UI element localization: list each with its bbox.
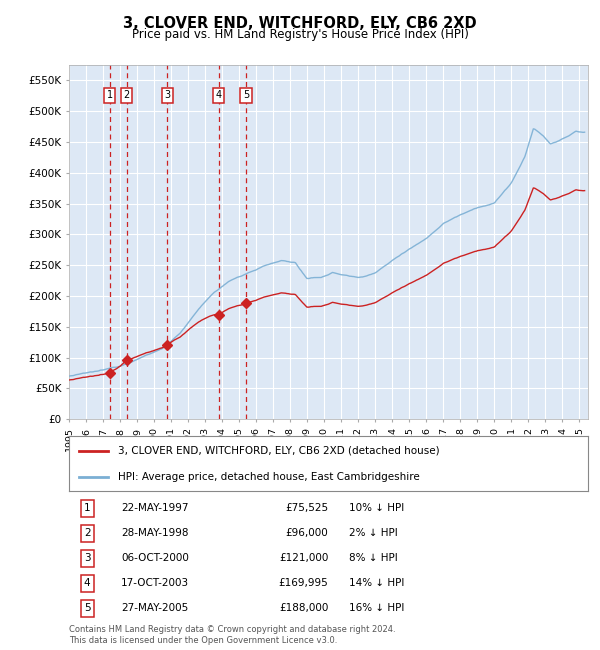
Text: 16% ↓ HPI: 16% ↓ HPI xyxy=(349,603,404,613)
Text: 4: 4 xyxy=(215,90,221,100)
Text: £96,000: £96,000 xyxy=(286,528,329,538)
Text: 2% ↓ HPI: 2% ↓ HPI xyxy=(349,528,398,538)
Text: 5: 5 xyxy=(243,90,249,100)
Text: 3: 3 xyxy=(164,90,170,100)
Text: 17-OCT-2003: 17-OCT-2003 xyxy=(121,578,189,588)
Text: 28-MAY-1998: 28-MAY-1998 xyxy=(121,528,188,538)
Text: 5: 5 xyxy=(84,603,91,613)
Text: 3, CLOVER END, WITCHFORD, ELY, CB6 2XD (detached house): 3, CLOVER END, WITCHFORD, ELY, CB6 2XD (… xyxy=(118,446,440,456)
Text: 4: 4 xyxy=(84,578,91,588)
Text: 3: 3 xyxy=(84,553,91,564)
Text: £188,000: £188,000 xyxy=(279,603,329,613)
Text: 06-OCT-2000: 06-OCT-2000 xyxy=(121,553,189,564)
Text: 1: 1 xyxy=(107,90,113,100)
Text: £75,525: £75,525 xyxy=(286,504,329,514)
Text: 1: 1 xyxy=(84,504,91,514)
Text: 2: 2 xyxy=(124,90,130,100)
Text: Contains HM Land Registry data © Crown copyright and database right 2024.
This d: Contains HM Land Registry data © Crown c… xyxy=(69,625,395,645)
Text: 2: 2 xyxy=(84,528,91,538)
Text: HPI: Average price, detached house, East Cambridgeshire: HPI: Average price, detached house, East… xyxy=(118,472,420,482)
Text: £121,000: £121,000 xyxy=(279,553,329,564)
Text: 27-MAY-2005: 27-MAY-2005 xyxy=(121,603,188,613)
Text: £169,995: £169,995 xyxy=(279,578,329,588)
Text: Price paid vs. HM Land Registry's House Price Index (HPI): Price paid vs. HM Land Registry's House … xyxy=(131,28,469,41)
Text: 14% ↓ HPI: 14% ↓ HPI xyxy=(349,578,404,588)
Text: 8% ↓ HPI: 8% ↓ HPI xyxy=(349,553,398,564)
Text: 10% ↓ HPI: 10% ↓ HPI xyxy=(349,504,404,514)
Text: 22-MAY-1997: 22-MAY-1997 xyxy=(121,504,188,514)
Text: 3, CLOVER END, WITCHFORD, ELY, CB6 2XD: 3, CLOVER END, WITCHFORD, ELY, CB6 2XD xyxy=(123,16,477,31)
